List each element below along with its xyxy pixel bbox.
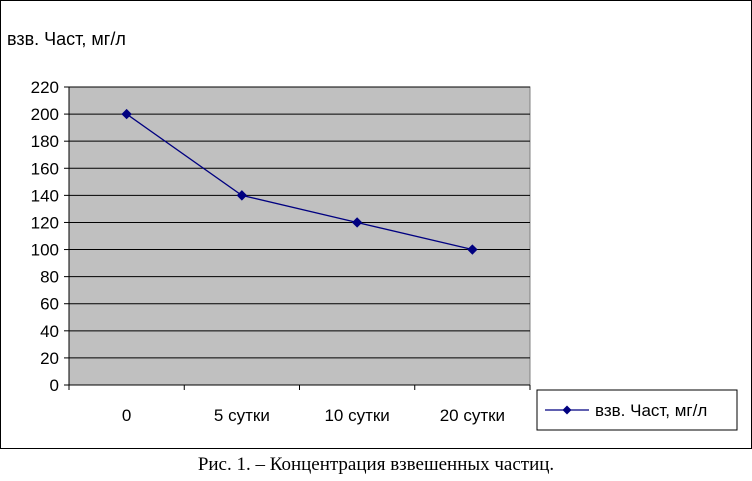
data-point-10-сутки <box>351 217 363 228</box>
y-tick-label: 160 <box>31 159 59 178</box>
x-tick-label: 10 сутки <box>324 406 389 425</box>
y-tick-label: 220 <box>31 78 59 97</box>
axes <box>64 86 531 390</box>
y-tick-label: 200 <box>31 105 59 124</box>
figure-caption: Рис. 1. – Концентрация взвешенных частиц… <box>197 454 555 475</box>
y-tick-label: 180 <box>31 132 59 151</box>
y-tick-label: 100 <box>31 241 59 260</box>
legend-label: взв. Част, мг/л <box>595 401 707 420</box>
y-tick-label: 40 <box>40 322 59 341</box>
gridlines <box>69 86 530 359</box>
data-point-20-сутки <box>467 244 478 255</box>
y-tick-label: 140 <box>31 186 59 205</box>
x-tick-label: 5 сутки <box>214 406 270 425</box>
legend: взв. Част, мг/л <box>536 389 738 431</box>
y-tick-label: 80 <box>40 268 59 287</box>
series-group <box>121 108 478 255</box>
data-point-5-сутки <box>236 190 248 201</box>
y-tick-label: 60 <box>40 295 59 314</box>
data-point-0 <box>121 108 132 120</box>
x-tick-label: 20 сутки <box>440 406 505 425</box>
chart-svg: 0 20 40 60 80 100 120 140 160 180 200 220 0 5 сутки 1… <box>31 78 738 431</box>
series-line <box>126 113 473 251</box>
y-tick-label: 0 <box>50 376 59 395</box>
chart-title: взв. Част, мг/л <box>7 29 126 49</box>
x-tick-label: 0 <box>122 406 131 425</box>
y-tick-label: 20 <box>40 349 59 368</box>
x-tick-labels: 0 5 сутки 10 сутки 20 сутки <box>122 406 505 425</box>
plot-area <box>68 86 531 386</box>
chart-frame: взв. Част, мг/л 0 20 40 60 80 100 120 140 160 180… <box>0 0 752 449</box>
y-tick-label: 120 <box>31 213 59 232</box>
legend-marker <box>562 405 572 415</box>
y-tick-labels: 0 20 40 60 80 100 120 140 160 180 200 220 <box>31 78 59 395</box>
